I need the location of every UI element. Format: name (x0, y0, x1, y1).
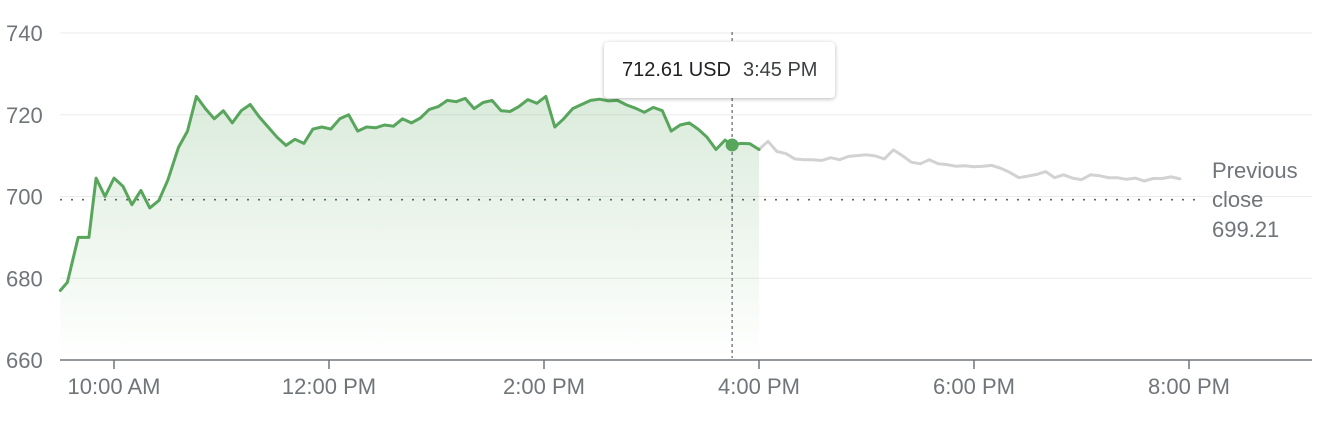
x-tick-label-3: 4:00 PM (718, 374, 800, 399)
previous-close-label-line-2: 699.21 (1212, 217, 1279, 242)
x-tick-label-2: 2:00 PM (503, 374, 585, 399)
x-tick-label-0: 10:00 AM (68, 374, 161, 399)
regular-session-area (60, 96, 760, 361)
y-tick-label-700: 700 (6, 185, 43, 210)
y-tick-label-680: 680 (6, 266, 43, 291)
price-tooltip: 712.61 USD 3:45 PM (604, 42, 836, 98)
x-axis (60, 359, 1312, 369)
price-lines (58, 94, 1182, 292)
regular-session-price-line (58, 94, 761, 292)
x-tick-label-4: 6:00 PM (933, 374, 1015, 399)
y-tick-label-660: 660 (6, 348, 43, 373)
tooltip-price: 712.61 USD (622, 58, 731, 81)
hover-point-marker (725, 138, 739, 152)
y-tick-label-720: 720 (6, 103, 43, 128)
axis-labels: 740 720 700 680 660 10:00 AM 12:00 PM 2:00 PM 4:… (6, 21, 1298, 399)
y-tick-label-740: 740 (6, 21, 43, 46)
after-hours-price-line (757, 139, 1182, 183)
x-tick-label-5: 8:00 PM (1148, 374, 1230, 399)
previous-close-label-line-1: close (1212, 187, 1263, 212)
regular-session-fill (60, 96, 760, 361)
tooltip-time: 3:45 PM (742, 58, 818, 81)
previous-close-label-line-0: Previous (1212, 158, 1298, 183)
x-tick-label-1: 12:00 PM (282, 374, 376, 399)
